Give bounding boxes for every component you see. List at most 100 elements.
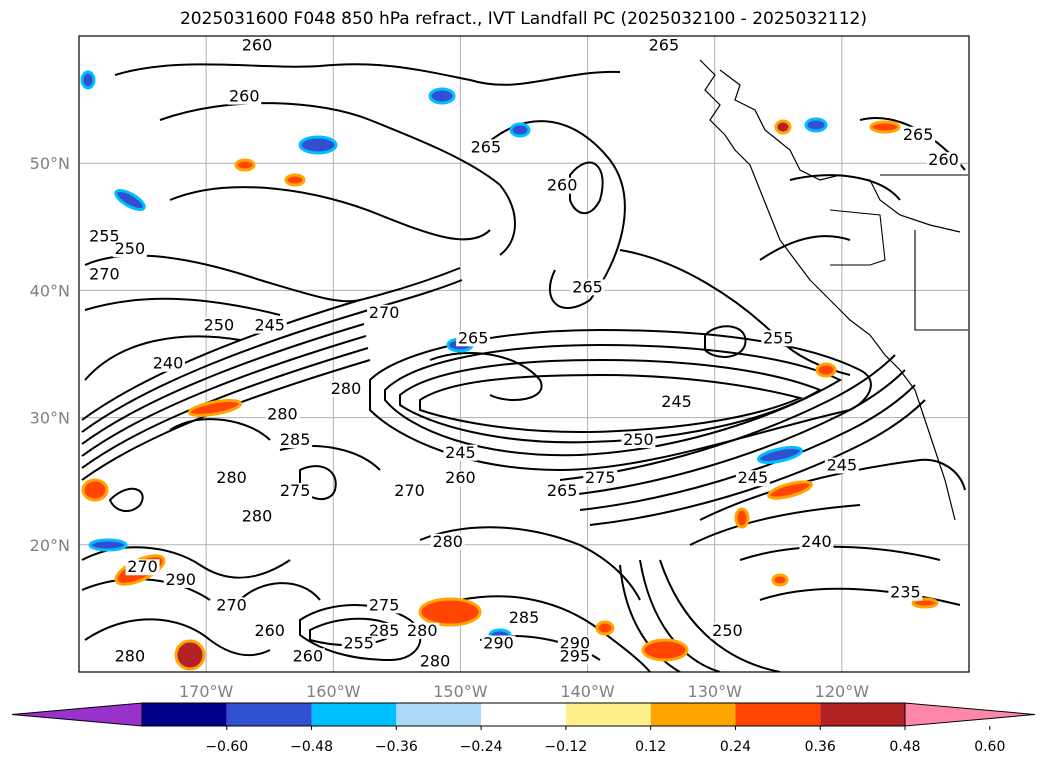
latitude-axis-labels: 50°N 40°N 30°N 20°N <box>30 154 70 555</box>
contour-label: 295 <box>560 646 591 665</box>
contour-label-bg <box>278 432 313 449</box>
contour-label-bg <box>201 317 236 334</box>
contour-label: 280 <box>115 646 146 665</box>
contour-label-bg <box>214 597 249 614</box>
colorbar-tick-labels: −0.60 −0.48 −0.36 −0.24 −0.12 0.12 0.24 0.36 0.4… <box>205 726 1005 755</box>
contour-label-bg <box>507 610 541 627</box>
contour-label: 260 <box>547 176 578 195</box>
contour-label-bg <box>87 266 122 283</box>
contour-label: 270 <box>369 303 400 322</box>
contour-label-bg <box>545 177 580 194</box>
contour-label: 260 <box>229 87 260 106</box>
colorbar-bin <box>311 703 397 726</box>
contour-label: 275 <box>280 481 311 500</box>
colorbar-tick-label: −0.48 <box>290 739 333 755</box>
contour-label: 290 <box>560 634 591 653</box>
contour-label: 270 <box>127 557 158 576</box>
contour-label: 250 <box>623 430 654 449</box>
colorbar-tick-label: 0.60 <box>974 739 1005 755</box>
contour-label: 280 <box>420 651 451 670</box>
contour-label-bg <box>240 508 274 525</box>
colorbar-tick-label: −0.24 <box>460 739 503 755</box>
contour-label-bg <box>341 635 376 652</box>
contour-label-bg <box>151 355 185 372</box>
contour-label: 280 <box>407 621 438 640</box>
contour-label: 265 <box>903 125 934 144</box>
contour-label: 260 <box>445 468 476 487</box>
contour-label-bg <box>621 432 656 449</box>
refractivity-anomaly-patches <box>80 70 939 671</box>
contour-label-bg <box>87 228 122 245</box>
contour-label: 270 <box>394 481 425 500</box>
contour-label-bg <box>888 584 923 601</box>
contour-label: 290 <box>483 634 514 653</box>
contour-label-bg <box>659 393 694 410</box>
contour-label: 265 <box>572 277 603 296</box>
contour-label: 240 <box>801 532 832 551</box>
contour-label-bg <box>430 533 465 550</box>
contour-label: 265 <box>458 328 489 347</box>
lon-tick-label: 160°W <box>306 682 361 701</box>
contour-label: 235 <box>890 583 921 602</box>
contour-label-bg <box>367 622 402 639</box>
contour-label: 245 <box>445 443 476 462</box>
colorbar-tick-label: 0.24 <box>720 739 751 755</box>
contour-label-bg <box>901 126 936 143</box>
contour-label: 245 <box>254 316 285 335</box>
colorbar-tick-label: −0.36 <box>375 739 418 755</box>
colorbar-bin <box>565 703 651 726</box>
colorbar-tick-label: 0.12 <box>635 739 666 755</box>
lon-tick-label: 150°W <box>433 682 488 701</box>
contour-label-bg <box>278 482 313 499</box>
contour-label-bg <box>252 622 287 639</box>
contour-label: 265 <box>547 481 578 500</box>
contour-label: 265 <box>471 137 502 156</box>
contour-label-bg <box>481 635 516 652</box>
contour-label-bg <box>545 482 580 499</box>
contour-label: 260 <box>928 150 959 169</box>
colorbar-tick-label: −0.12 <box>544 739 587 755</box>
contour-label-bg <box>240 37 274 54</box>
contour-label: 280 <box>216 468 247 487</box>
colorbar-frame <box>141 702 906 727</box>
map-plot-area[interactable]: 260 265 260 265 260 265 260 255 250 270 245 250 240 2… <box>78 35 970 673</box>
contour-label-bg <box>583 470 618 487</box>
colorbar-bin <box>820 703 905 726</box>
contour-label: 285 <box>509 608 540 627</box>
lon-tick-label: 130°W <box>688 682 743 701</box>
contour-label-bg <box>557 635 592 652</box>
contour-label-bg <box>367 597 402 614</box>
contour-label-bg <box>557 648 592 665</box>
colorbar-bin <box>142 703 227 726</box>
contour-labels: 260 265 260 265 260 265 260 255 250 270 245 250 240 2… <box>87 36 961 670</box>
contour-label: 240 <box>153 354 184 373</box>
contour-label: 265 <box>649 36 680 55</box>
contour-field <box>81 59 968 672</box>
contour-label: 280 <box>432 532 463 551</box>
contour-label: 250 <box>204 316 235 335</box>
contour-label-bg <box>125 559 160 576</box>
lat-tick-label: 20°N <box>30 536 70 555</box>
contour-label-bg <box>456 330 491 347</box>
contour-label: 250 <box>712 621 743 640</box>
contour-label-bg <box>468 139 503 156</box>
lat-tick-label: 30°N <box>30 409 70 428</box>
contour-label-bg <box>163 571 198 588</box>
contour-label-bg <box>329 381 363 398</box>
contour-label: 290 <box>165 570 196 589</box>
contour-label: 260 <box>254 621 285 640</box>
contour-label: 255 <box>89 227 120 246</box>
contour-label: 275 <box>369 595 400 614</box>
contour-label-bg <box>646 37 681 54</box>
colorbar-tick-label: 0.48 <box>889 739 920 755</box>
contour-label-bg <box>570 279 605 296</box>
contour-label: 260 <box>242 36 273 55</box>
contour-label: 245 <box>661 392 692 411</box>
lon-tick-label: 170°W <box>179 682 234 701</box>
contour-label-bg <box>112 648 147 665</box>
colorbar-high-extension <box>904 702 1036 727</box>
contour-label: 285 <box>280 430 311 449</box>
contour-label: 280 <box>267 405 298 424</box>
contour-label: 280 <box>242 506 273 525</box>
